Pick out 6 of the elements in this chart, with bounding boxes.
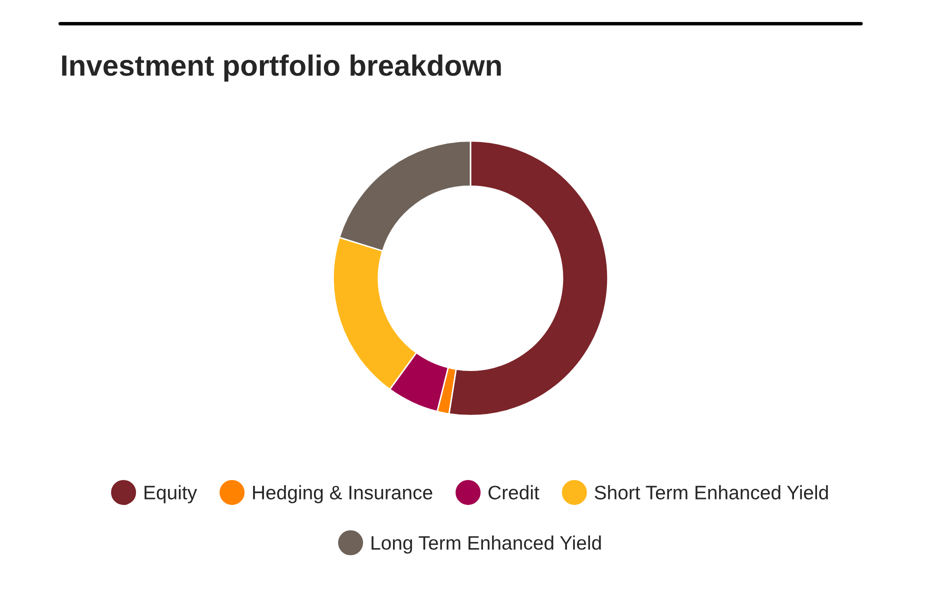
legend-label: Hedging & Insurance — [253, 485, 432, 504]
legend-label: Long Term Enhanced Yield — [372, 536, 601, 554]
legend-label: Credit — [488, 485, 540, 500]
legend-label: Short Term Enhanced Yield — [594, 485, 828, 500]
legend-label: Equity — [144, 485, 198, 504]
chart-title: Investment portfolio breakdown — [62, 54, 501, 82]
